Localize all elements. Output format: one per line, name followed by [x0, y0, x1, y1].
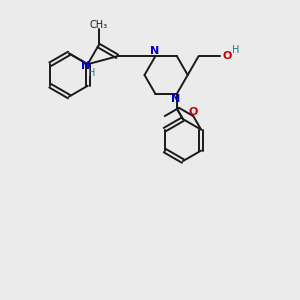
Text: N: N [81, 61, 90, 71]
Text: N: N [150, 46, 159, 56]
Text: O: O [188, 107, 198, 118]
Text: CH₃: CH₃ [89, 20, 108, 30]
Text: O: O [222, 51, 231, 61]
Text: N: N [171, 94, 181, 104]
Text: H: H [88, 68, 95, 78]
Text: H: H [232, 45, 239, 55]
